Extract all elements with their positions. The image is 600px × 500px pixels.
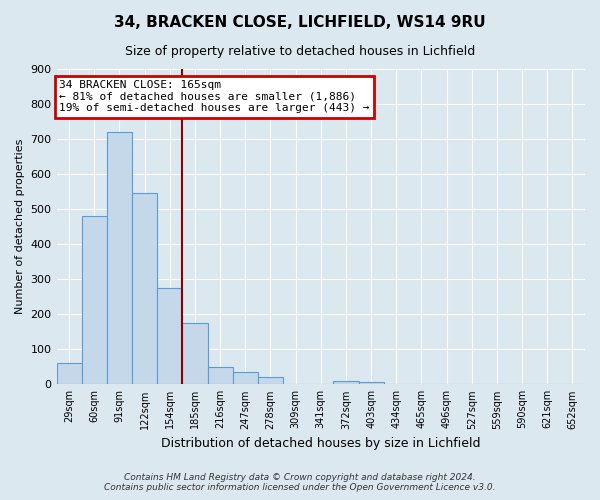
Bar: [56, 364, 82, 384]
Bar: [182, 323, 208, 384]
Bar: [157, 288, 182, 384]
Bar: [132, 194, 157, 384]
Bar: [208, 367, 233, 384]
Text: 34 BRACKEN CLOSE: 165sqm
← 81% of detached houses are smaller (1,886)
19% of sem: 34 BRACKEN CLOSE: 165sqm ← 81% of detach…: [59, 80, 370, 113]
Text: Size of property relative to detached houses in Lichfield: Size of property relative to detached ho…: [125, 45, 475, 58]
Text: 34, BRACKEN CLOSE, LICHFIELD, WS14 9RU: 34, BRACKEN CLOSE, LICHFIELD, WS14 9RU: [114, 15, 486, 30]
X-axis label: Distribution of detached houses by size in Lichfield: Distribution of detached houses by size …: [161, 437, 481, 450]
Y-axis label: Number of detached properties: Number of detached properties: [15, 139, 25, 314]
Text: Contains HM Land Registry data © Crown copyright and database right 2024.
Contai: Contains HM Land Registry data © Crown c…: [104, 473, 496, 492]
Bar: [233, 372, 258, 384]
Bar: [359, 382, 383, 384]
Bar: [82, 216, 107, 384]
Bar: [107, 132, 132, 384]
Bar: [258, 378, 283, 384]
Bar: [334, 381, 359, 384]
